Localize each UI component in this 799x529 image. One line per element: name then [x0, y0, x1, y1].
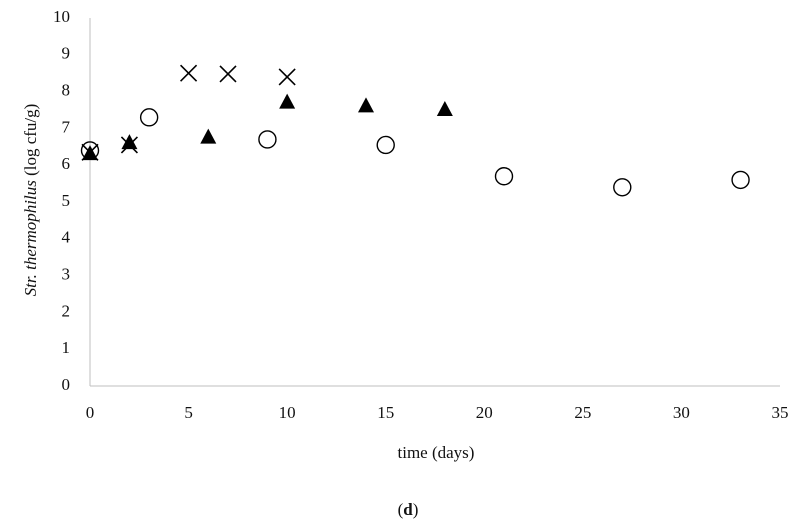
caption-close: ): [413, 500, 419, 519]
x-tick-label: 25: [574, 403, 591, 422]
y-tick-label: 7: [62, 117, 71, 136]
triangle-marker: [200, 128, 217, 144]
y-tick-label: 4: [62, 228, 71, 247]
x-tick-label: 30: [673, 403, 690, 422]
x-tick-label: 10: [279, 403, 296, 422]
y-tick-label: 8: [62, 81, 71, 100]
triangle-marker: [358, 97, 374, 113]
x-tick-label: 0: [86, 403, 95, 422]
y-axis-label-italic: Str. thermophilus: [21, 180, 40, 297]
cross-marker: [278, 68, 296, 86]
y-tick-label: 0: [62, 375, 71, 394]
y-tick-label: 10: [53, 7, 70, 26]
caption: (d): [398, 500, 419, 519]
circle-marker: [494, 167, 514, 186]
circle-marker: [731, 170, 750, 190]
y-tick-label: 6: [62, 154, 71, 173]
circle-marker: [258, 130, 277, 149]
y-axis-label-unit: (log cfu/g): [21, 104, 40, 176]
caption-letter: d: [403, 500, 413, 519]
y-tick-label: 5: [62, 191, 71, 210]
triangle-marker: [121, 134, 138, 150]
y-tick-label: 1: [62, 338, 71, 357]
cross-marker: [219, 65, 237, 83]
circle-marker: [139, 108, 159, 127]
caption-open: (: [398, 500, 404, 519]
cross-marker: [180, 64, 198, 82]
triangle-marker: [279, 93, 296, 109]
x-tick-label: 35: [772, 403, 789, 422]
y-tick-label: 2: [62, 301, 71, 320]
triangle-marker: [436, 101, 453, 116]
x-tick-label: 5: [184, 403, 193, 422]
y-tick-label: 9: [62, 44, 71, 63]
circle-marker: [376, 135, 395, 155]
x-axis-label: time (days): [398, 443, 475, 462]
y-tick-label: 3: [62, 265, 71, 284]
x-tick-label: 20: [476, 403, 493, 422]
circle-marker: [613, 178, 632, 197]
triangle-marker: [82, 145, 98, 161]
y-axis-label: Str. thermophilus (log cfu/g): [21, 104, 40, 297]
x-tick-label: 15: [377, 403, 394, 422]
